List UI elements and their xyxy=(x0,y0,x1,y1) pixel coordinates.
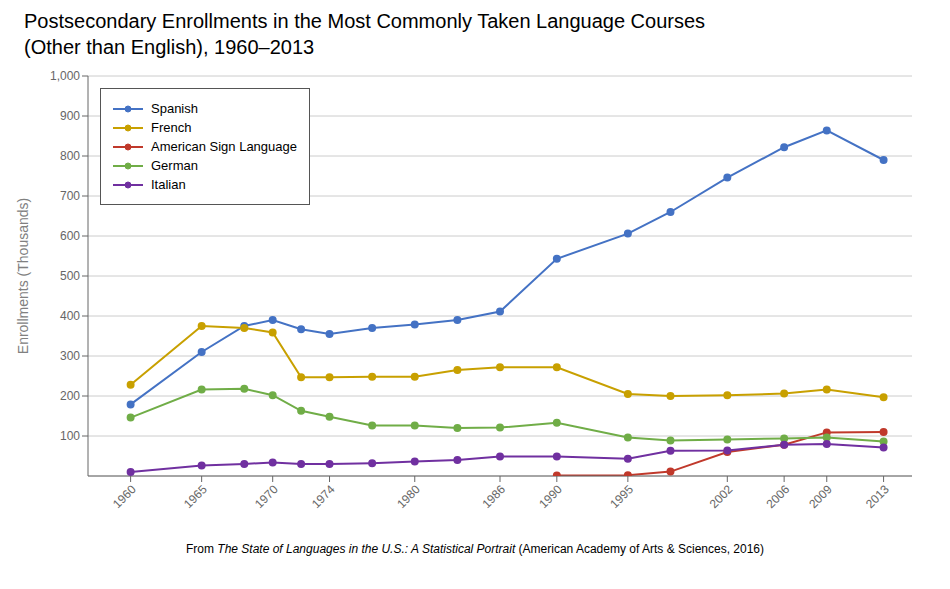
html-text:From The State of Languages in: From The State of Languages in the U.S.:… xyxy=(186,542,764,556)
svg-text:700: 700 xyxy=(60,189,80,203)
svg-text:1965: 1965 xyxy=(181,482,210,511)
svg-text:Enrollments (Thousands): Enrollments (Thousands) xyxy=(15,198,31,354)
svg-text:2006: 2006 xyxy=(764,482,793,511)
svg-text:100: 100 xyxy=(60,429,80,443)
svg-text:1986: 1986 xyxy=(479,482,508,511)
svg-text:1,000: 1,000 xyxy=(50,69,80,83)
svg-text:1990: 1990 xyxy=(536,482,565,511)
svg-text:2009: 2009 xyxy=(806,482,835,511)
svg-text:300: 300 xyxy=(60,349,80,363)
svg-text:1980: 1980 xyxy=(394,482,423,511)
html-text:French: French xyxy=(151,120,192,135)
svg-text:900: 900 xyxy=(60,109,80,123)
svg-text:400: 400 xyxy=(60,309,80,323)
html-text:American Sign Language: American Sign Language xyxy=(151,139,297,154)
html-text:(Other than English), 1960–201: (Other than English), 1960–2013 xyxy=(24,36,315,58)
svg-text:1974: 1974 xyxy=(309,482,338,511)
svg-text:2013: 2013 xyxy=(863,482,892,511)
svg-text:2002: 2002 xyxy=(707,482,736,511)
html-text:Spanish: Spanish xyxy=(151,101,198,116)
html-text:Postsecondary Enrollments in t: Postsecondary Enrollments in the Most Co… xyxy=(24,10,706,32)
svg-text:500: 500 xyxy=(60,269,80,283)
html-text:German: German xyxy=(151,158,198,173)
svg-text:1995: 1995 xyxy=(607,482,636,511)
svg-text:200: 200 xyxy=(60,389,80,403)
svg-text:600: 600 xyxy=(60,229,80,243)
html-text:Italian: Italian xyxy=(151,177,186,192)
svg-text:1970: 1970 xyxy=(252,482,281,511)
svg-text:800: 800 xyxy=(60,149,80,163)
svg-text:1960: 1960 xyxy=(110,482,139,511)
